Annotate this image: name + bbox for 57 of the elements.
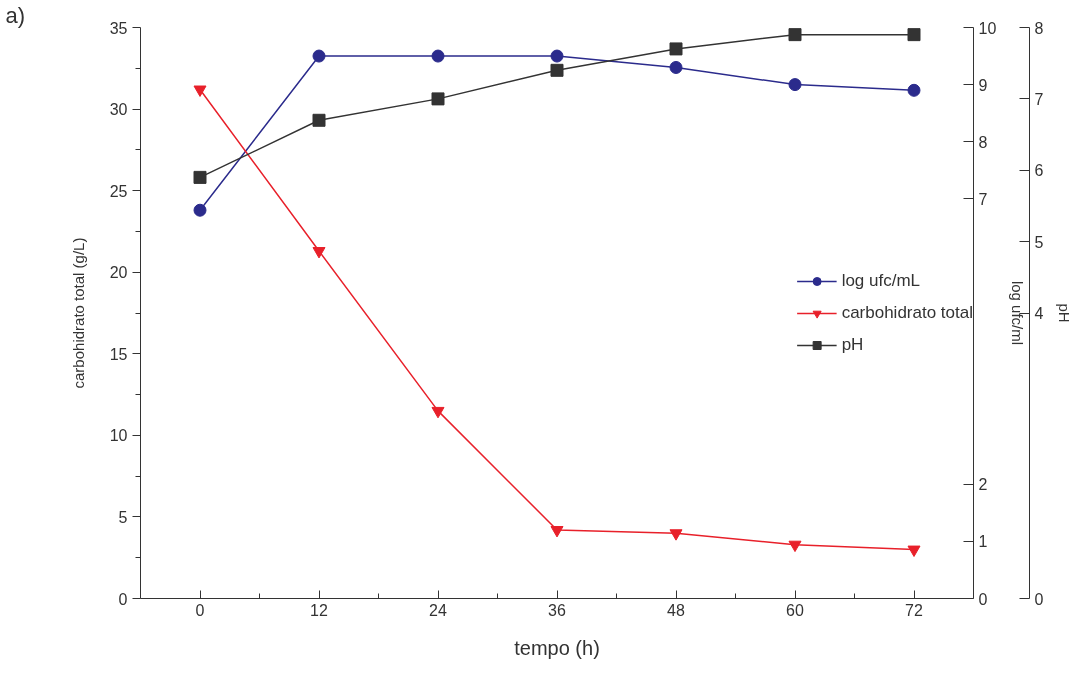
y3-tick-label: 6: [1034, 162, 1044, 180]
y-tick-label: 35: [109, 19, 128, 37]
point: [312, 113, 326, 127]
text: a): [5, 2, 26, 28]
point: [669, 529, 683, 541]
legend-label: carbohidrato total: [841, 302, 973, 323]
point: [788, 540, 802, 553]
y3-tick-label: 7: [1034, 90, 1044, 108]
y2-tick-label: 10: [978, 19, 997, 37]
point: [788, 78, 802, 92]
point: [907, 83, 921, 97]
x-tick-label: 60: [786, 601, 804, 619]
x-tick-label: 36: [548, 601, 566, 619]
y-tick-label: 25: [109, 182, 128, 200]
y2-tick-label: 0: [978, 590, 988, 608]
y3-axis-title: pH: [1056, 303, 1074, 323]
point: [431, 406, 445, 419]
point: [669, 42, 683, 56]
y-tick-label: 30: [109, 101, 128, 119]
point: [431, 92, 445, 106]
point: [193, 85, 207, 97]
y-tick-label: 0: [118, 590, 128, 608]
x-axis-title: tempo (h): [514, 636, 600, 659]
legend-label: log ufc/mL: [841, 270, 921, 291]
point: [312, 49, 326, 63]
y2-axis-title: log ufc/ml: [1009, 280, 1027, 346]
y2-tick-label: 9: [978, 76, 988, 94]
y2-tick-label: 7: [978, 190, 988, 208]
point: [193, 203, 207, 217]
point: [669, 60, 683, 74]
y-tick-label: 10: [109, 427, 128, 445]
x-tick-label: 0: [195, 601, 205, 619]
x-tick-label: 24: [429, 601, 447, 619]
point: [907, 28, 921, 42]
y-tick-label: 15: [109, 345, 128, 363]
x-tick-label: 72: [905, 601, 923, 619]
point: [788, 28, 802, 42]
x-tick-label: 48: [667, 601, 685, 619]
point: [550, 526, 564, 538]
legend-label: pH: [841, 334, 864, 355]
y-tick-label: 5: [118, 508, 128, 526]
y3-tick-label: 0: [1034, 590, 1044, 608]
y2-tick-label: 1: [978, 533, 988, 551]
y3-tick-label: 4: [1034, 305, 1044, 322]
point: [550, 49, 564, 63]
y-axis-title: carbohidrato total (g/L): [69, 237, 87, 389]
point: [907, 545, 921, 557]
y-tick-label: 20: [109, 264, 128, 282]
point: [431, 49, 445, 63]
y3-tick-label: 5: [1034, 233, 1044, 251]
point: [193, 170, 207, 184]
y2-tick-label: 2: [978, 476, 988, 494]
point: [550, 63, 564, 77]
point: [312, 247, 326, 259]
y3-tick-label: 8: [1034, 19, 1044, 37]
y2-tick-label: 8: [978, 133, 988, 151]
x-tick-label: 12: [310, 601, 328, 619]
